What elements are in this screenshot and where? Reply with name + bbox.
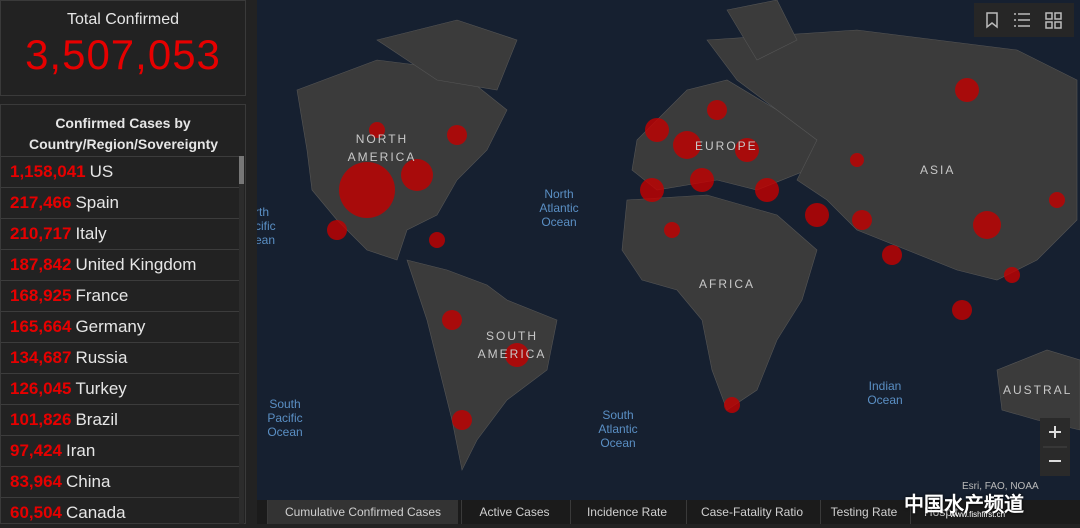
country-row[interactable]: 217,466 Spain bbox=[1, 187, 239, 217]
country-name: China bbox=[66, 472, 111, 491]
tab-bar: Cumulative Confirmed Cases Active Cases In… bbox=[257, 500, 1080, 524]
map[interactable]: NORTH AMERICA EUROPE ASIA AFRICA SOUTH A… bbox=[257, 0, 1080, 500]
country-name: France bbox=[75, 286, 129, 305]
list-title: Confirmed Cases by Country/Region/Sovere… bbox=[29, 115, 219, 152]
country-list: Confirmed Cases by Country/Region/Sovere… bbox=[0, 104, 246, 524]
basemap-button[interactable] bbox=[1045, 12, 1062, 29]
country-row[interactable]: 134,687 Russia bbox=[1, 342, 239, 372]
case-count: 210,717 bbox=[10, 224, 72, 243]
country-name: Italy bbox=[75, 224, 107, 243]
watermark: 中国水产频道 bbox=[904, 494, 1024, 516]
ocean-label: North Atlantic Ocean bbox=[539, 187, 579, 229]
country-name: Canada bbox=[66, 503, 126, 522]
country-row[interactable]: 101,826 Brazil bbox=[1, 404, 239, 434]
bookmark-button[interactable] bbox=[986, 12, 998, 29]
tab[interactable]: Testing Rate bbox=[820, 500, 907, 524]
case-count: 165,664 bbox=[10, 317, 72, 336]
country-row[interactable]: 165,664 Germany bbox=[1, 311, 239, 341]
country-name: Germany bbox=[75, 317, 146, 336]
zoom-icons bbox=[1043, 426, 1067, 462]
case-count: 60,504 bbox=[10, 503, 62, 522]
country-name: US bbox=[89, 162, 114, 181]
country-name: Turkey bbox=[75, 379, 127, 398]
country-row[interactable]: 1,158,041 US bbox=[1, 156, 239, 186]
case-count: 83,964 bbox=[10, 472, 62, 491]
country-name: United Kingdom bbox=[75, 255, 197, 274]
country-row[interactable]: 210,717 Italy bbox=[1, 218, 239, 248]
zoom-controls bbox=[1040, 418, 1070, 476]
country-row[interactable]: 126,045 Turkey bbox=[1, 373, 239, 403]
attribution: Esri, FAO, NOAA bbox=[962, 481, 1039, 492]
total-value: 3,507,053 bbox=[25, 31, 221, 78]
country-name: Spain bbox=[75, 193, 119, 212]
scroll-thumb[interactable] bbox=[239, 156, 244, 184]
tab[interactable]: Case-Fatality Ratio bbox=[686, 500, 817, 524]
case-count: 187,842 bbox=[10, 255, 72, 274]
total-panel: Total Confirmed 3,507,053 bbox=[0, 0, 246, 96]
watermark-url: www.fishfirst.cn bbox=[950, 510, 1006, 519]
region-label: SOUTH AMERICA bbox=[477, 329, 547, 361]
country-name: Brazil bbox=[75, 410, 118, 429]
region-label: AFRICA bbox=[699, 277, 756, 291]
ocean-label: South Pacific Ocean bbox=[267, 397, 303, 439]
map-land bbox=[296, 0, 1080, 471]
case-count: 97,424 bbox=[10, 441, 62, 460]
tab[interactable]: Active Cases bbox=[461, 500, 567, 524]
country-name: Iran bbox=[66, 441, 96, 460]
case-count: 1,158,041 bbox=[10, 162, 86, 181]
case-count: 217,466 bbox=[10, 193, 72, 212]
ocean-label: Indian Ocean bbox=[867, 379, 903, 407]
region-label: EUROPE bbox=[695, 139, 758, 153]
layers-button[interactable] bbox=[1014, 13, 1030, 27]
country-name: Russia bbox=[75, 348, 128, 367]
toolbar bbox=[974, 3, 1074, 37]
country-row[interactable]: 60,504 Canada bbox=[1, 497, 239, 527]
country-row[interactable]: 168,925 France bbox=[1, 280, 239, 310]
total-label: Total Confirmed bbox=[66, 11, 180, 28]
country-row[interactable]: 97,424 Iran bbox=[1, 435, 239, 465]
tab[interactable]: Incidence Rate bbox=[570, 500, 683, 524]
region-label: ASIA bbox=[920, 163, 956, 177]
case-count: 134,687 bbox=[10, 348, 72, 367]
country-row[interactable]: 83,964 China bbox=[1, 466, 239, 496]
country-row[interactable]: 187,842 United Kingdom bbox=[1, 249, 239, 279]
case-count: 126,045 bbox=[10, 379, 72, 398]
ocean-label: South Atlantic Ocean bbox=[598, 408, 638, 450]
case-count: 101,826 bbox=[10, 410, 72, 429]
toolbar-icons bbox=[986, 12, 1062, 29]
tab[interactable]: Cumulative Confirmed Cases bbox=[267, 500, 458, 524]
scrollbar[interactable] bbox=[239, 156, 244, 524]
tab[interactable]: Hospit bbox=[910, 500, 971, 524]
zoom-in[interactable] bbox=[1049, 426, 1061, 438]
ocean-label: rth cific ean bbox=[257, 205, 276, 247]
region-label: NORTH AMERICA bbox=[347, 132, 417, 164]
region-label: AUSTRAL bbox=[1003, 383, 1073, 397]
case-count: 168,925 bbox=[10, 286, 72, 305]
